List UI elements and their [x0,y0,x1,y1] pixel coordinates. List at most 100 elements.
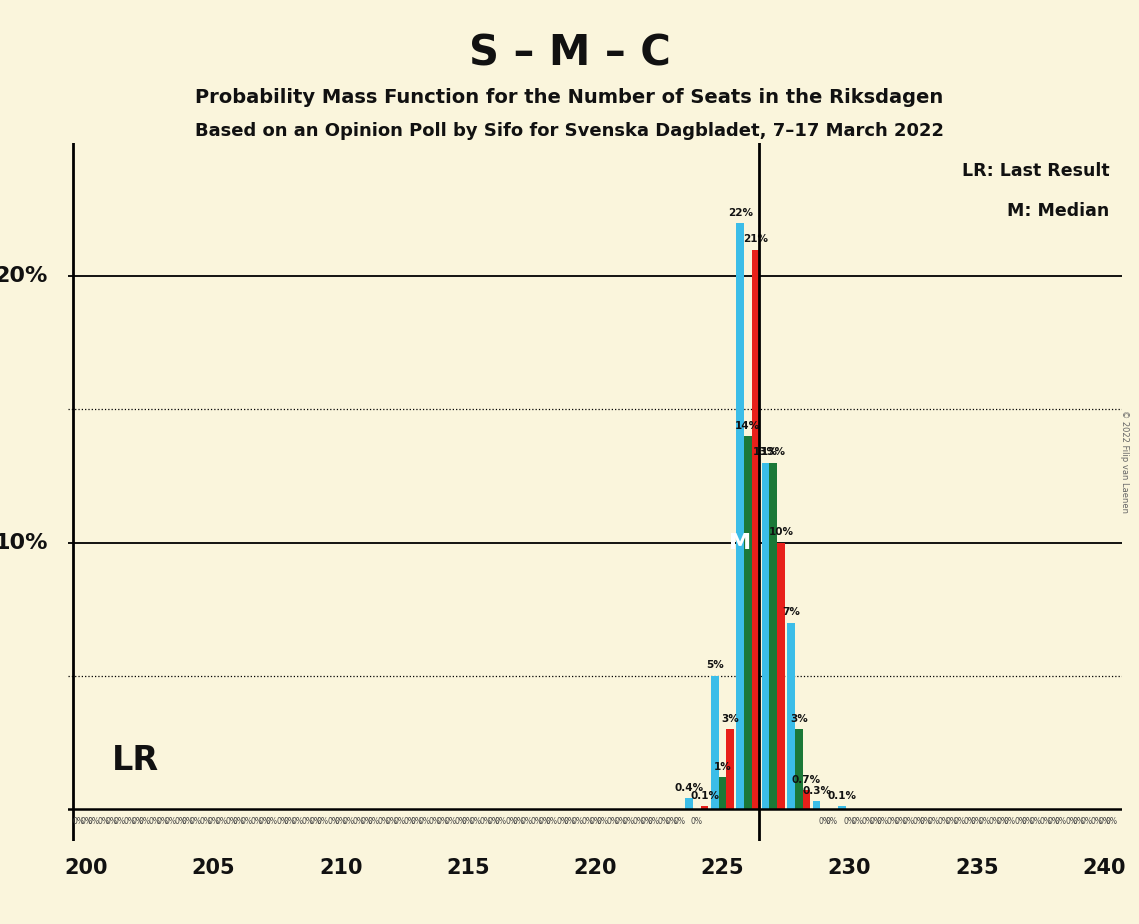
Text: 0%: 0% [327,817,339,826]
Text: 1%: 1% [713,761,731,772]
Text: LR: Last Result: LR: Last Result [961,162,1109,180]
Bar [686,798,694,808]
Text: 0%: 0% [1040,817,1051,826]
Text: 0%: 0% [251,817,263,826]
Text: 0%: 0% [531,817,542,826]
Text: 0%: 0% [506,817,517,826]
Text: 0%: 0% [309,817,321,826]
Text: 0%: 0% [149,817,161,826]
Text: 0%: 0% [454,817,466,826]
Text: 0%: 0% [411,817,423,826]
Text: 10%: 10% [769,528,794,537]
Text: 0%: 0% [317,817,329,826]
Bar [711,675,719,808]
Text: 10%: 10% [0,532,48,553]
Text: 0%: 0% [368,817,379,826]
Text: 13%: 13% [753,447,778,457]
Text: 0%: 0% [953,817,965,826]
Bar [700,807,708,808]
Text: 0%: 0% [352,817,364,826]
Text: 0%: 0% [920,817,932,826]
Text: M: M [729,532,752,553]
Text: 0%: 0% [615,817,626,826]
Text: 0%: 0% [937,817,950,826]
Text: 0%: 0% [1065,817,1077,826]
Text: 7%: 7% [782,607,800,617]
Text: 0%: 0% [199,817,212,826]
Text: 0%: 0% [521,817,532,826]
Text: 0%: 0% [539,817,550,826]
Text: 0%: 0% [1055,817,1067,826]
Text: 0%: 0% [632,817,645,826]
Bar [787,623,795,808]
Text: 0%: 0% [80,817,92,826]
Bar [744,436,752,808]
Text: 0%: 0% [265,817,278,826]
Text: 0%: 0% [98,817,110,826]
Text: 0.1%: 0.1% [690,791,719,801]
Text: 0%: 0% [259,817,270,826]
Text: 14%: 14% [736,420,761,431]
Text: 0%: 0% [851,817,863,826]
Text: 0.7%: 0.7% [792,775,821,784]
Text: 0%: 0% [556,817,568,826]
Text: 0%: 0% [480,817,492,826]
Text: 0%: 0% [927,817,940,826]
Text: 0%: 0% [462,817,474,826]
Text: 0%: 0% [164,817,177,826]
Text: © 2022 Filip van Laenen: © 2022 Filip van Laenen [1120,410,1129,514]
Text: 0%: 0% [73,817,84,826]
Text: Based on an Opinion Poll by Sifo for Svenska Dagbladet, 7–17 March 2022: Based on an Opinion Poll by Sifo for Sve… [195,122,944,140]
Text: 0%: 0% [123,817,136,826]
Bar [795,729,803,808]
Text: 0%: 0% [912,817,925,826]
Text: 0%: 0% [113,817,125,826]
Text: 13%: 13% [761,447,786,457]
Text: 0%: 0% [378,817,390,826]
Text: 0%: 0% [1090,817,1103,826]
Text: 0%: 0% [1106,817,1117,826]
Text: 0%: 0% [444,817,456,826]
Text: 0%: 0% [335,817,346,826]
Text: 0%: 0% [564,817,575,826]
Text: 0%: 0% [572,817,583,826]
Text: 0%: 0% [691,817,703,826]
Text: 5%: 5% [706,661,723,671]
Text: 0%: 0% [1080,817,1092,826]
Text: 0%: 0% [189,817,202,826]
Bar [777,542,785,808]
Text: 0%: 0% [232,817,245,826]
Text: 0%: 0% [385,817,398,826]
Text: 0%: 0% [436,817,449,826]
Text: 0%: 0% [877,817,888,826]
Text: 0%: 0% [393,817,405,826]
Text: 0%: 0% [894,817,907,826]
Text: 0%: 0% [997,817,1008,826]
Bar [813,801,820,808]
Text: 0%: 0% [869,817,882,826]
Text: 0%: 0% [945,817,958,826]
Text: 21%: 21% [743,235,768,245]
Bar [803,790,810,808]
Text: 0.3%: 0.3% [802,785,831,796]
Text: 0%: 0% [226,817,237,826]
Bar [719,777,727,808]
Text: 0%: 0% [403,817,416,826]
Text: 22%: 22% [728,208,753,218]
Text: 0%: 0% [589,817,601,826]
Text: Probability Mass Function for the Number of Seats in the Riksdagen: Probability Mass Function for the Number… [196,88,943,107]
Text: 0%: 0% [139,817,150,826]
Text: 3%: 3% [789,713,808,723]
Text: 0%: 0% [276,817,288,826]
Text: 0%: 0% [1003,817,1016,826]
Text: 0%: 0% [622,817,634,826]
Text: 0%: 0% [240,817,253,826]
Bar [770,463,777,808]
Text: 0%: 0% [1047,817,1059,826]
Text: 0%: 0% [902,817,915,826]
Text: 0%: 0% [597,817,608,826]
Text: 0%: 0% [861,817,874,826]
Text: 0%: 0% [989,817,1001,826]
Text: 0%: 0% [887,817,899,826]
Text: 0%: 0% [428,817,441,826]
